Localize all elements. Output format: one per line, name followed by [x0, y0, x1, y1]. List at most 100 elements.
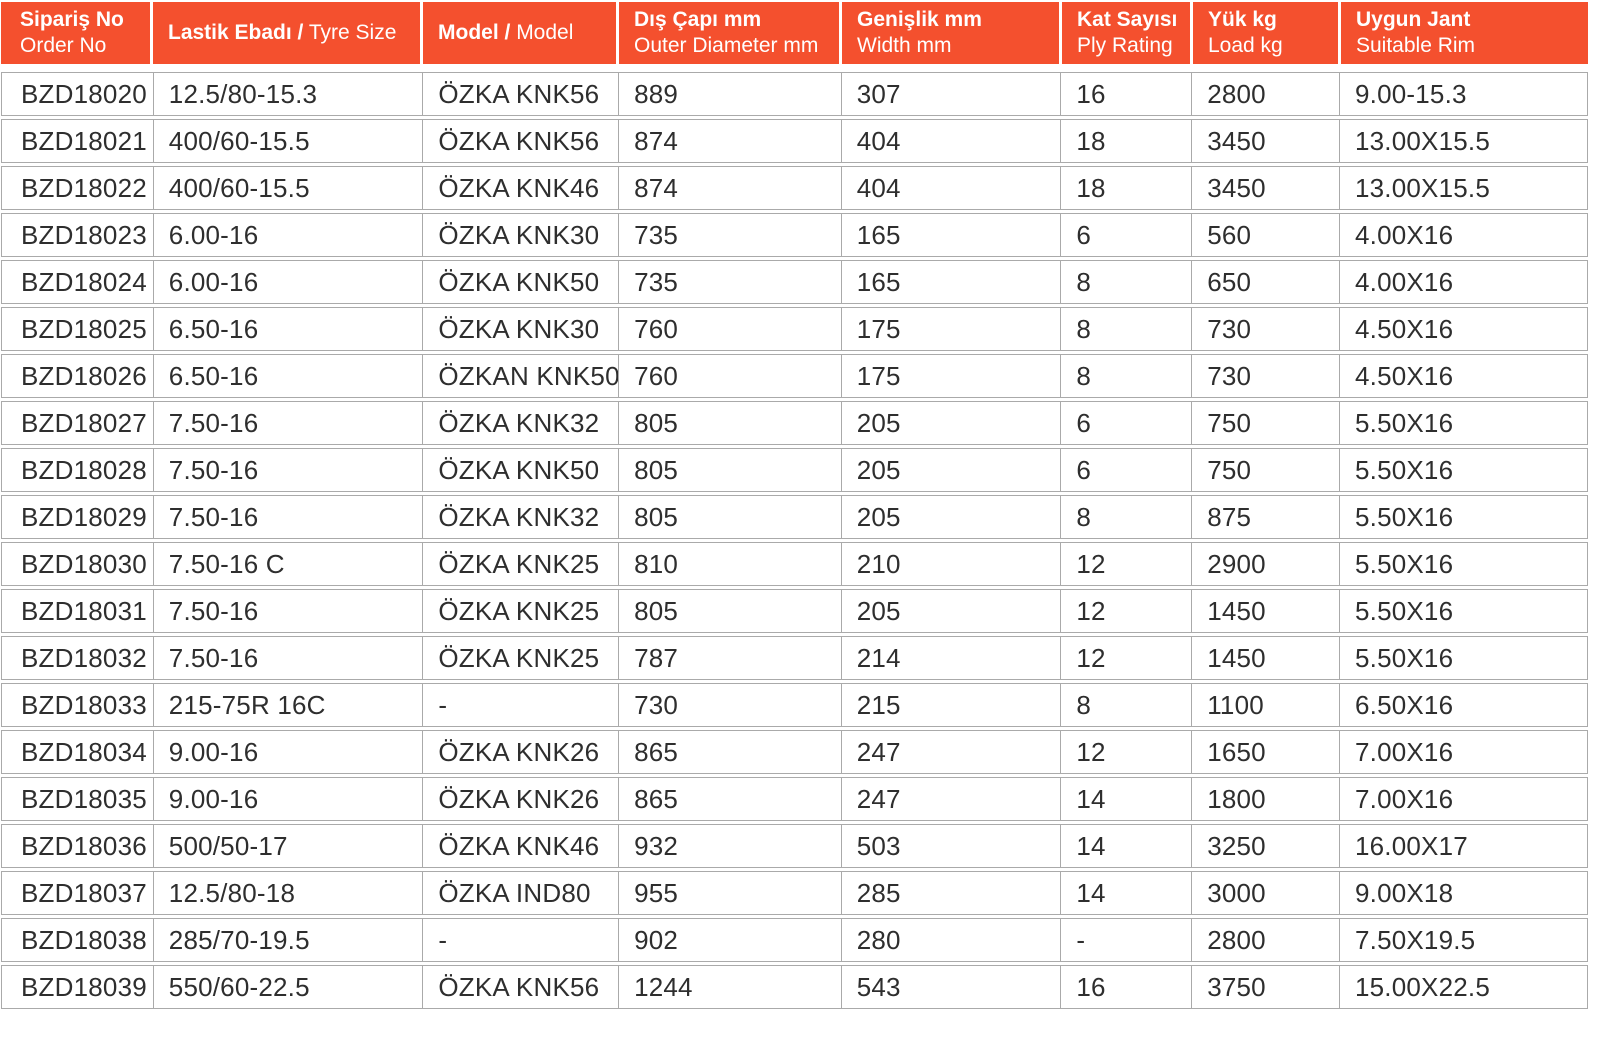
header-label-tr: Dış Çapı mm [634, 8, 762, 31]
cell-width: 210 [842, 543, 1062, 585]
cell-ply-rating: 16 [1061, 73, 1193, 115]
cell-load: 730 [1192, 355, 1340, 397]
header-label-en: Order No [20, 34, 107, 57]
cell-ply-rating: 14 [1061, 872, 1193, 914]
cell-tyre-size: 6.50-16 [154, 355, 424, 397]
cell-order-no: BZD18039 [2, 966, 154, 1008]
cell-tyre-size: 215-75R 16C [154, 684, 424, 726]
cell-width: 175 [842, 308, 1062, 350]
table-row: BZD18034 9.00-16 ÖZKA KNK26 865 247 12 1650 7.0… [1, 730, 1588, 774]
table-row: BZD18027 7.50-16 ÖZKA KNK32 805 205 6 750 5.50X… [1, 401, 1588, 445]
cell-model: ÖZKA IND80 [423, 872, 620, 914]
table-row: BZD18032 7.50-16 ÖZKA KNK25 787 214 12 1450 5.5… [1, 636, 1588, 680]
cell-ply-rating: 18 [1061, 167, 1193, 209]
cell-order-no: BZD18025 [2, 308, 154, 350]
cell-load: 1650 [1192, 731, 1340, 773]
cell-outer-diameter: 955 [619, 872, 842, 914]
cell-suitable-rim: 5.50X16 [1354, 595, 1454, 626]
cell-width: 404 [842, 120, 1062, 162]
cell-tyre-size: 500/50-17 [154, 825, 424, 867]
cell-load: 2800 [1192, 919, 1340, 961]
cell-model: ÖZKAN KNK50 [423, 355, 620, 397]
cell-order-no: BZD18026 [2, 355, 154, 397]
cell-tyre-size: 9.00-16 [154, 731, 424, 773]
cell-model: ÖZKA KNK46 [423, 825, 620, 867]
cell-order-no: BZD18029 [2, 496, 154, 538]
table-row: BZD18037 12.5/80-18 ÖZKA IND80 955 285 14 3000… [1, 871, 1588, 915]
cell-tyre-size: 6.00-16 [154, 261, 424, 303]
cell-width: 247 [842, 731, 1062, 773]
cell-suitable-rim: 5.50X16 [1354, 407, 1454, 438]
cell-suitable-rim: 7.00X16 [1354, 736, 1454, 767]
cell-load: 3250 [1192, 825, 1340, 867]
cell-outer-diameter: 810 [619, 543, 842, 585]
cell-outer-diameter: 874 [619, 120, 842, 162]
cell-load: 1450 [1192, 590, 1340, 632]
cell-tyre-size: 6.00-16 [154, 214, 424, 256]
cell-model: ÖZKA KNK56 [423, 73, 620, 115]
cell-order-no: BZD18020 [2, 73, 154, 115]
header-label-en: Outer Diameter mm [634, 34, 819, 57]
table-header-row: Sipariş No Order No Lastik Ebadı / Tyre … [1, 2, 1588, 64]
header-label-en: Load kg [1208, 34, 1283, 57]
cell-load: 560 [1192, 214, 1340, 256]
cell-suitable-rim: 5.50X16 [1354, 501, 1454, 532]
cell-order-no: BZD18038 [2, 919, 154, 961]
cell-model: ÖZKA KNK30 [423, 308, 620, 350]
cell-tyre-size: 9.00-16 [154, 778, 424, 820]
cell-order-no: BZD18028 [2, 449, 154, 491]
cell-suitable-rim: 13.00X15.5 [1354, 125, 1490, 156]
cell-order-no: BZD18027 [2, 402, 154, 444]
cell-suitable-rim: 4.50X16 [1354, 313, 1454, 344]
cell-ply-rating: 8 [1061, 355, 1193, 397]
table-row: BZD18026 6.50-16 ÖZKAN KNK50 760 175 8 730 4.50… [1, 354, 1588, 398]
cell-width: 307 [842, 73, 1062, 115]
cell-ply-rating: 16 [1061, 966, 1193, 1008]
cell-tyre-size: 285/70-19.5 [154, 919, 424, 961]
cell-order-no: BZD18034 [2, 731, 154, 773]
column-header-outer-diameter: Dış Çapı mm Outer Diameter mm [619, 2, 842, 64]
cell-suitable-rim: 5.50X16 [1354, 548, 1454, 579]
cell-ply-rating: 14 [1061, 825, 1193, 867]
cell-tyre-size: 7.50-16 [154, 402, 424, 444]
table-row: BZD18025 6.50-16 ÖZKA KNK30 760 175 8 730 4.50X… [1, 307, 1588, 351]
cell-load: 1100 [1192, 684, 1340, 726]
cell-model: ÖZKA KNK32 [423, 496, 620, 538]
cell-width: 165 [842, 261, 1062, 303]
cell-width: 205 [842, 496, 1062, 538]
cell-load: 650 [1192, 261, 1340, 303]
cell-suitable-rim: 4.50X16 [1354, 360, 1454, 391]
cell-order-no: BZD18033 [2, 684, 154, 726]
column-header-tyre-size: Lastik Ebadı / Tyre Size [153, 2, 423, 64]
cell-tyre-size: 7.50-16 C [154, 543, 424, 585]
cell-suitable-rim: 4.00X16 [1354, 266, 1454, 297]
cell-ply-rating: 8 [1061, 308, 1193, 350]
cell-order-no: BZD18022 [2, 167, 154, 209]
cell-load: 875 [1192, 496, 1340, 538]
header-label: Model / Model [438, 21, 574, 44]
cell-model: ÖZKA KNK26 [423, 778, 620, 820]
cell-suitable-rim: 15.00X22.5 [1354, 971, 1490, 1002]
cell-load: 750 [1192, 402, 1340, 444]
cell-load: 3450 [1192, 120, 1340, 162]
cell-ply-rating: 8 [1061, 261, 1193, 303]
cell-ply-rating: 12 [1061, 543, 1193, 585]
table-row: BZD18039 550/60-22.5 ÖZKA KNK56 1244 543 16 37… [1, 965, 1588, 1009]
table-row: BZD18023 6.00-16 ÖZKA KNK30 735 165 6 560 4.00X… [1, 213, 1588, 257]
cell-tyre-size: 7.50-16 [154, 496, 424, 538]
header-label-en: Ply Rating [1077, 34, 1173, 57]
table-row: BZD18020 12.5/80-15.3 ÖZKA KNK56 889 307 16 28… [1, 72, 1588, 116]
cell-load: 730 [1192, 308, 1340, 350]
cell-width: 215 [842, 684, 1062, 726]
cell-order-no: BZD18030 [2, 543, 154, 585]
cell-width: 543 [842, 966, 1062, 1008]
cell-outer-diameter: 760 [619, 308, 842, 350]
cell-outer-diameter: 805 [619, 590, 842, 632]
cell-tyre-size: 12.5/80-18 [154, 872, 424, 914]
cell-outer-diameter: 932 [619, 825, 842, 867]
cell-outer-diameter: 865 [619, 778, 842, 820]
cell-tyre-size: 400/60-15.5 [154, 120, 424, 162]
cell-width: 205 [842, 590, 1062, 632]
cell-suitable-rim: 16.00X17 [1354, 830, 1468, 861]
header-label-tr: Uygun Jant [1356, 8, 1471, 31]
